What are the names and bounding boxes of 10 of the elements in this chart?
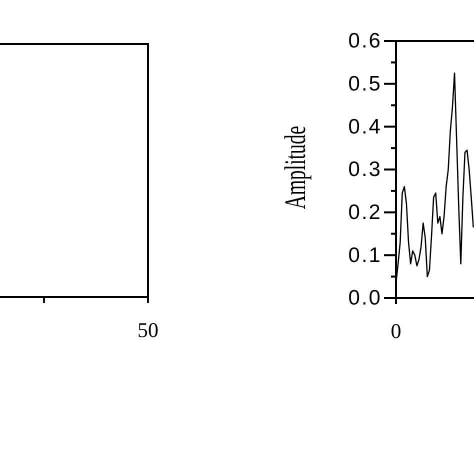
y-axis-title: Amplitude [280, 126, 312, 210]
y-tick-label: 0.2 [348, 201, 382, 224]
text: 0 [390, 319, 402, 343]
y-tick-label: 0.6 [348, 30, 382, 53]
y-tick-label: 0.3 [348, 158, 382, 182]
y-tick-label: 0.5 [348, 72, 382, 96]
text: 50 [138, 318, 158, 342]
y-tick-label: 0.4 [348, 115, 382, 138]
y-tick-label: 0.1 [348, 244, 382, 267]
y-tick-label: 0.0 [348, 286, 382, 310]
